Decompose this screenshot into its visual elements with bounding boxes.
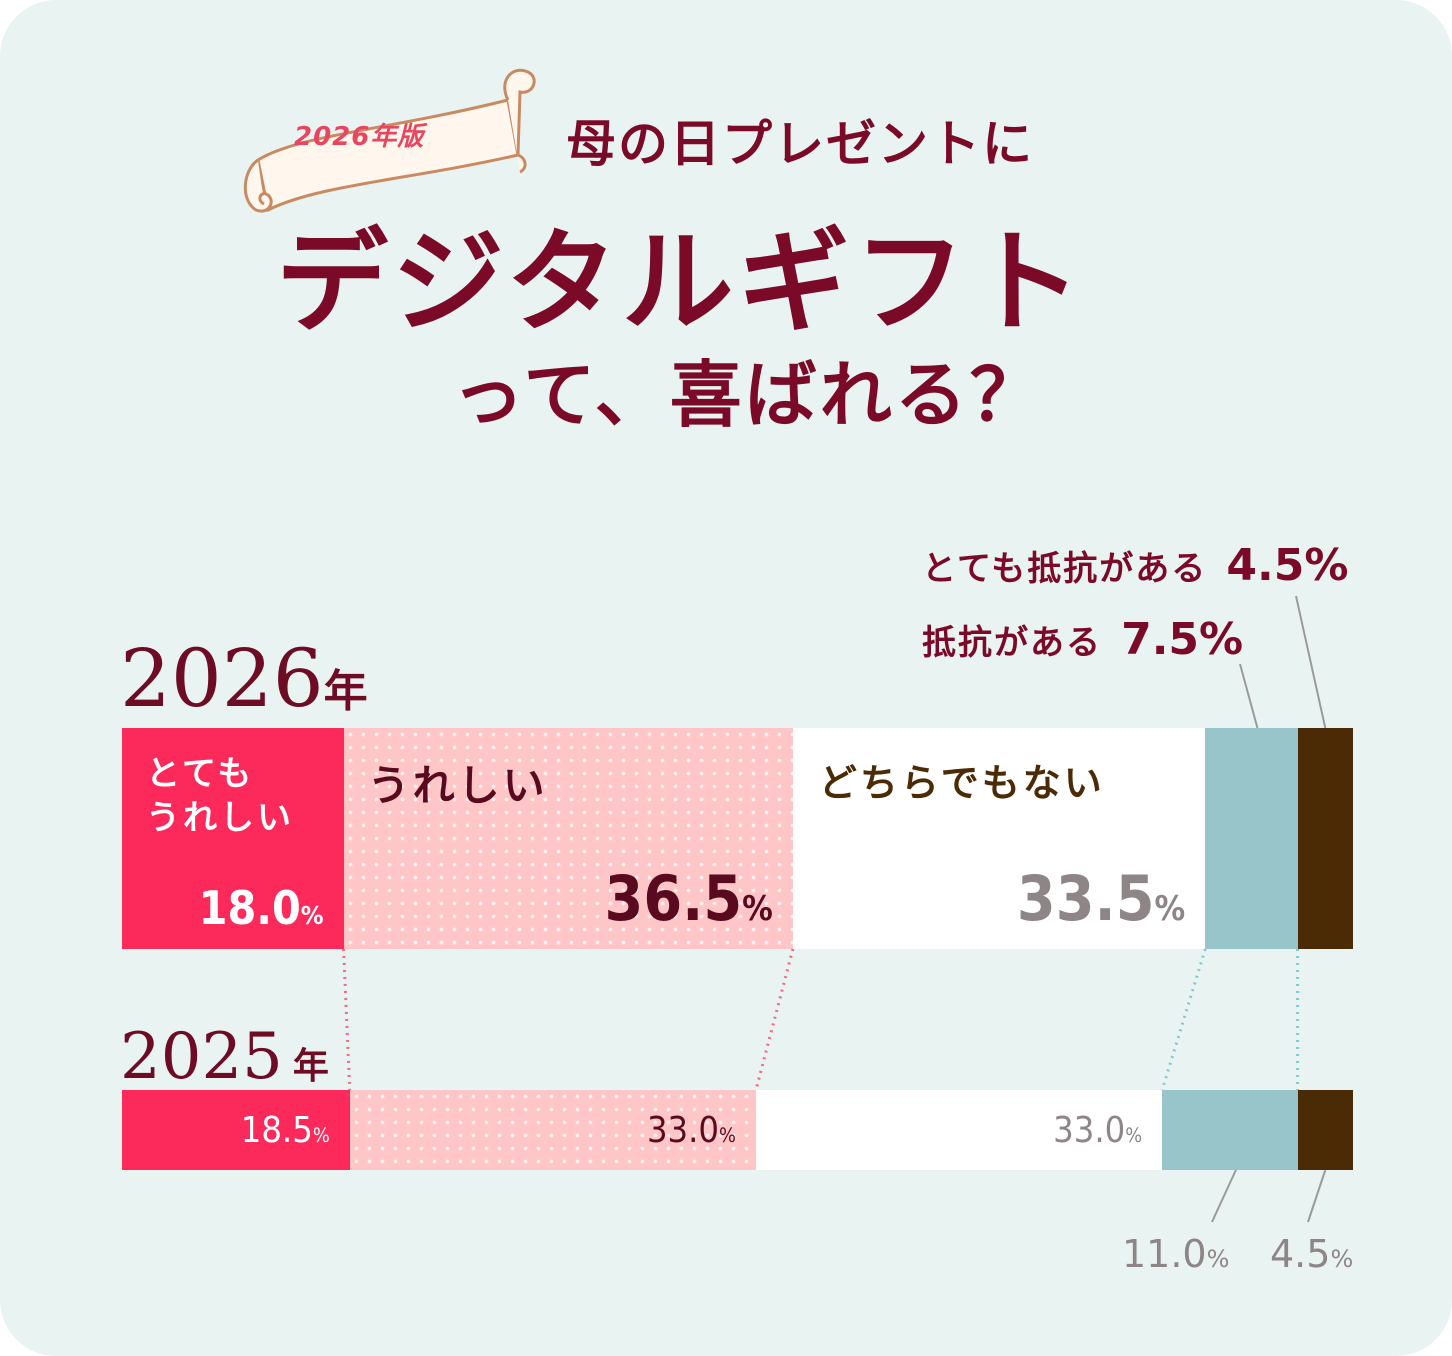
leader-line bbox=[1295, 595, 1327, 729]
year-label-2025: 2025 年 bbox=[120, 1020, 329, 1094]
leader-line bbox=[1211, 1169, 1237, 1223]
connector-line bbox=[1160, 948, 1207, 1091]
annotation-resistant-2026: 抵抗がある 7.5% bbox=[922, 614, 1244, 665]
annotation-very-resistant-2025: 4.5% bbox=[1270, 1232, 1354, 1276]
segment-value: 18.0% bbox=[198, 881, 324, 935]
segment-label: どちらでもない bbox=[818, 761, 1105, 805]
bar-very-resistant-2025 bbox=[1297, 1090, 1353, 1170]
title-line-1: 母の日プレゼントに bbox=[566, 114, 1034, 173]
segment-label: とても うれしい bbox=[146, 754, 294, 839]
annotation-resistant-2025: 11.0% bbox=[1122, 1232, 1230, 1276]
percent-sign: % bbox=[1199, 614, 1244, 665]
bar-happy-2026: うれしい 36.5% bbox=[343, 728, 793, 949]
bar-resistant-2025 bbox=[1162, 1090, 1298, 1170]
leader-line bbox=[1239, 663, 1259, 729]
bar-resistant-2026 bbox=[1205, 728, 1298, 949]
bar-happy-2025: 33.0% bbox=[349, 1090, 756, 1170]
scroll-ribbon-icon bbox=[243, 68, 536, 213]
leader-line bbox=[1307, 1169, 1327, 1223]
bar-very-happy-2026: とても うれしい 18.0% bbox=[122, 728, 344, 949]
segment-value: 18.5% bbox=[240, 1110, 330, 1151]
title-line-2: デジタルギフト bbox=[276, 217, 1086, 348]
segment-value: 33.5% bbox=[1016, 862, 1186, 935]
percent-sign: % bbox=[1304, 540, 1349, 591]
year-label-2026: 2026年 bbox=[120, 632, 368, 725]
title-line-3: って、喜ばれる？ bbox=[452, 352, 1045, 437]
segment-value: 36.5% bbox=[604, 862, 773, 935]
bar-neutral-2025: 33.0% bbox=[755, 1090, 1163, 1170]
connector-line bbox=[754, 948, 795, 1091]
segment-label: うれしい bbox=[367, 761, 548, 810]
bar-very-resistant-2026 bbox=[1297, 728, 1353, 949]
connector-line bbox=[342, 948, 352, 1091]
bar-very-happy-2025: 18.5% bbox=[122, 1090, 350, 1170]
bar-neutral-2026: どちらでもない 33.5% bbox=[792, 728, 1206, 949]
annotation-very-resistant-2026: とても抵抗がある 4.5% bbox=[922, 540, 1349, 591]
edition-badge: 2026年版 bbox=[294, 122, 425, 152]
segment-value: 33.0% bbox=[646, 1110, 736, 1151]
segment-value: 33.0% bbox=[1053, 1110, 1143, 1151]
